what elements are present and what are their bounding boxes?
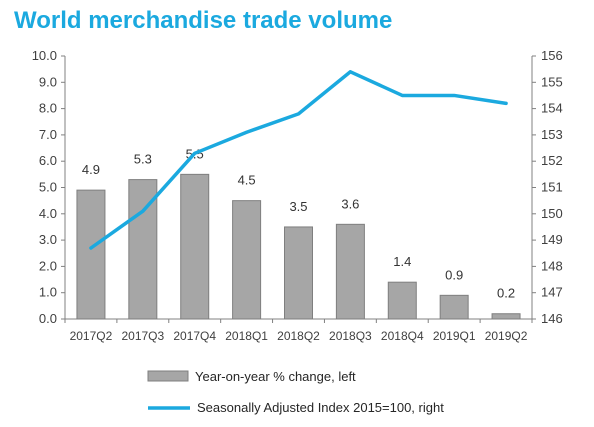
left-tick-label: 10.0 [32, 48, 57, 63]
bar-data-label: 0.2 [497, 286, 515, 301]
left-tick-label: 8.0 [39, 101, 57, 116]
x-tick-label: 2018Q3 [329, 329, 372, 343]
legend-bar-swatch [147, 370, 189, 382]
right-tick-label: 156 [541, 48, 563, 63]
bar-data-label: 1.4 [393, 254, 411, 269]
right-tick-label: 151 [541, 180, 563, 195]
right-tick-label: 147 [541, 285, 563, 300]
left-tick-label: 4.0 [39, 206, 57, 221]
bar-yoy-2019Q2 [491, 313, 521, 320]
bar-yoy-2018Q1 [232, 200, 262, 320]
right-tick-label: 148 [541, 258, 563, 273]
right-tick-label: 154 [541, 101, 563, 116]
bar-data-label: 5.3 [134, 152, 152, 167]
bar-data-label: 4.5 [238, 173, 256, 188]
bar-yoy-2017Q2 [76, 189, 106, 320]
index-point-2018Q2 [297, 112, 300, 116]
right-tick-label: 153 [541, 127, 563, 142]
legend: Year-on-year % change, left Seasonally Ad… [147, 369, 444, 415]
x-tick-label: 2018Q2 [277, 329, 320, 343]
index-point-2019Q2 [504, 101, 508, 105]
x-tick-label: 2018Q1 [225, 329, 268, 343]
x-tick-label: 2019Q1 [433, 329, 476, 343]
chart-title: World merchandise trade volume [14, 7, 392, 34]
left-tick-label: 7.0 [39, 127, 57, 142]
bar-yoy-2019Q1 [439, 294, 469, 320]
bar-data-label: 0.9 [445, 267, 463, 282]
x-tick-label: 2017Q4 [173, 329, 216, 343]
left-tick-label: 2.0 [39, 258, 57, 273]
left-tick-label: 3.0 [39, 232, 57, 247]
bar-data-label: 4.9 [82, 162, 100, 177]
index-point-2017Q4 [193, 151, 197, 155]
plot-area: 0.0 1.0 2.0 3.0 4.0 5.0 6.0 7.0 8.0 9.0 10.0 146 147… [32, 48, 563, 343]
x-tick-label: 2018Q4 [381, 329, 424, 343]
right-tick-label: 149 [541, 232, 563, 247]
index-point-2018Q3 [348, 70, 352, 74]
index-point-2018Q1 [245, 130, 249, 134]
left-tick-label: 6.0 [39, 153, 57, 168]
right-tick-label: 155 [541, 74, 563, 89]
right-tick-label: 152 [541, 153, 563, 168]
right-tick-label: 150 [541, 206, 563, 221]
index-point-2017Q3 [141, 209, 145, 213]
left-tick-label: 5.0 [39, 180, 57, 195]
index-point-2017Q2 [89, 246, 93, 250]
bar-yoy-2018Q3 [335, 223, 365, 320]
bar-yoy-2018Q2 [284, 226, 313, 320]
right-tick-label: 146 [541, 311, 563, 326]
x-tick-label: 2019Q2 [485, 329, 528, 343]
left-tick-label: 1.0 [39, 285, 57, 300]
x-tick-label: 2017Q3 [121, 329, 164, 343]
x-tick-label: 2017Q2 [70, 329, 113, 343]
index-point-2019Q1 [452, 93, 456, 97]
bar-data-label: 3.6 [341, 196, 359, 211]
left-tick-label: 9.0 [39, 74, 57, 89]
bar-yoy-2018Q4 [387, 281, 417, 320]
legend-bar-label: Year-on-year % change, left [195, 369, 356, 384]
bar-yoy-2017Q4 [180, 173, 210, 320]
legend-line-label: Seasonally Adjusted Index 2015=100, righ… [197, 400, 444, 415]
index-point-2018Q4 [400, 93, 404, 97]
left-tick-label: 0.0 [39, 311, 57, 326]
bar-data-label: 3.5 [289, 199, 307, 214]
